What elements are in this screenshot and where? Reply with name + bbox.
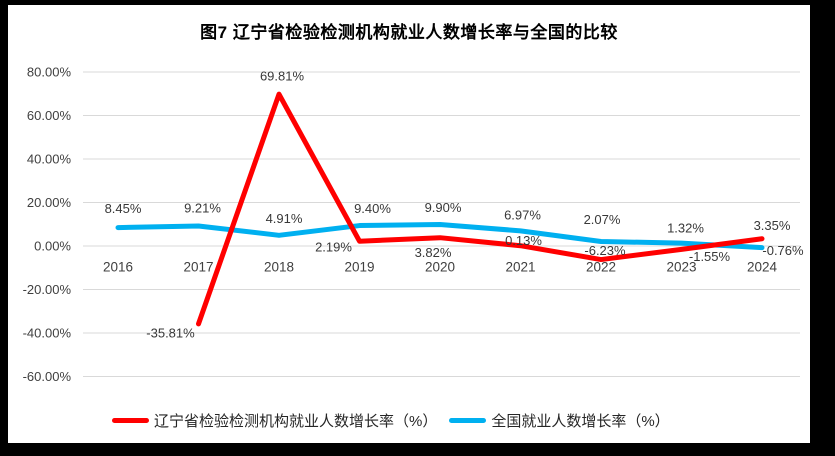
legend-item-liaoning: 辽宁省检验检测机构就业人数增长率（%） <box>112 410 437 431</box>
data-label-liaoning: 3.35% <box>754 218 791 233</box>
data-label-national: 9.21% <box>184 200 221 215</box>
y-axis-tick-label: 0.00% <box>34 239 71 254</box>
line-chart-plot-area: 80.00% 60.00% 40.00% 20.00% 0.00% -20.00% -40.… <box>23 65 804 385</box>
legend-label-national: 全国就业人数增长率（%） <box>491 412 670 430</box>
data-label-liaoning: 2.19% <box>315 240 352 255</box>
data-label-liaoning: -6.23% <box>584 243 626 258</box>
chart-legend: 辽宁省检验检测机构就业人数增长率（%） 全国就业人数增长率（%） <box>112 409 670 431</box>
x-axis-label: 2017 <box>183 260 213 275</box>
series-line-national <box>115 221 765 251</box>
legend-line-swatch-blue <box>449 417 487 423</box>
y-axis-tick-label: -40.00% <box>23 326 72 341</box>
data-label-liaoning: 0.13% <box>505 233 542 248</box>
x-axis-label: 2021 <box>505 260 535 275</box>
chart-title: 图7 辽宁省检验检测机构就业人数增长率与全国的比较 <box>200 23 618 42</box>
data-label-national: 1.32% <box>667 221 704 236</box>
x-axis-label: 2023 <box>666 260 696 275</box>
y-axis-tick-label: 60.00% <box>27 108 72 123</box>
y-axis-tick-label: 40.00% <box>27 152 72 167</box>
x-axis-label: 2016 <box>103 260 133 275</box>
data-label-liaoning: 69.81% <box>260 69 305 84</box>
y-axis-tick-label: 80.00% <box>27 65 72 80</box>
data-label-national: 4.91% <box>266 211 303 226</box>
x-axis-label: 2020 <box>425 260 455 275</box>
data-label-liaoning: -35.81% <box>146 325 195 340</box>
data-label-national: 2.07% <box>584 212 621 227</box>
y-axis-tick-label: -60.00% <box>23 369 72 384</box>
legend-item-national: 全国就业人数增长率（%） <box>449 410 670 431</box>
data-label-national: 9.90% <box>425 200 462 215</box>
x-axis-label: 2022 <box>586 260 616 275</box>
x-axis-label: 2018 <box>264 260 294 275</box>
data-label-liaoning: 3.82% <box>415 245 452 260</box>
x-axis-label: 2024 <box>747 260 778 275</box>
data-label-national: 9.40% <box>354 201 391 216</box>
data-label-national: 6.97% <box>504 207 541 222</box>
y-axis-tick-label: 20.00% <box>27 195 72 210</box>
data-label-national: -0.76% <box>762 243 804 258</box>
data-label-national: 8.45% <box>105 201 142 216</box>
series-line-liaoning <box>196 91 765 327</box>
data-label-liaoning: -1.55% <box>689 249 731 264</box>
x-axis-label: 2019 <box>344 260 374 275</box>
y-axis-tick-label: -20.00% <box>23 282 72 297</box>
legend-line-swatch-red <box>112 417 149 423</box>
legend-label-liaoning: 辽宁省检验检测机构就业人数增长率（%） <box>154 412 438 430</box>
